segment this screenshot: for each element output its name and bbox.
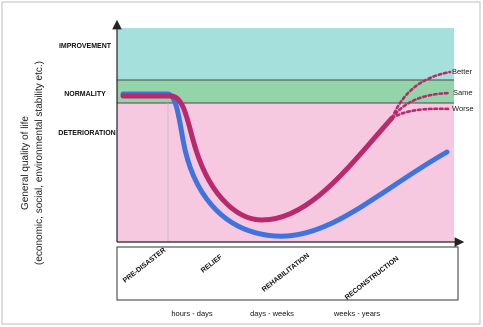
time-label-hours-days: hours - days [171,309,213,318]
outcome-branch-better [390,70,452,120]
blue-curve [120,91,450,239]
y-axis-title-line2: (economic, social, environmental stabili… [34,61,45,265]
y-axis-title-line1: General quality of life [20,116,31,210]
zone-deterioration-band [117,103,454,242]
outcome-label-worse: Worse [452,104,474,113]
zone-normality-band [117,80,454,103]
red-curve [120,93,395,223]
zone-label-deterioration: DETERIORATION [58,130,115,137]
outcome-branch-same [390,91,452,120]
time-label-weeks-years: weeks - years [333,309,381,318]
time-label-days-weeks: days - weeks [250,309,294,318]
zone-label-normality: NORMALITY [64,91,106,98]
zone-improvement-band [117,28,454,80]
outcome-label-better: Better [452,67,473,76]
y-axis-title: General quality of life (economic, socia… [20,61,45,265]
outcome-label-same: Same [453,88,473,97]
phases-box [116,246,459,301]
zone-label-improvement: IMPROVEMENT [59,43,112,50]
